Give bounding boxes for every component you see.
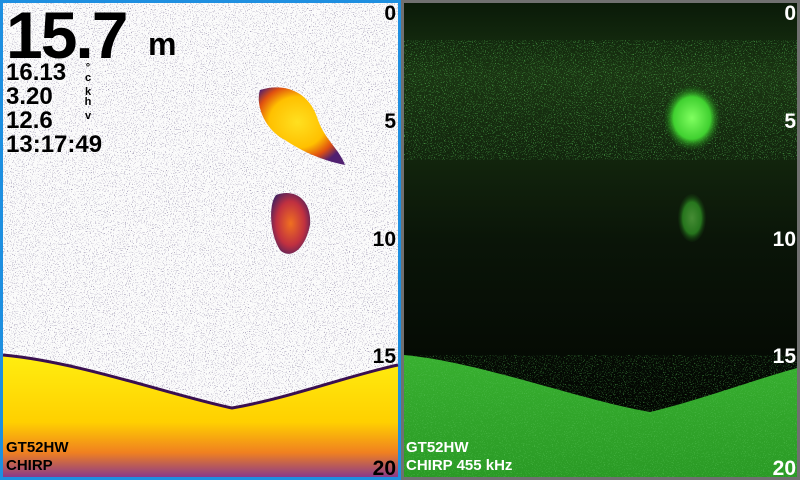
readout-unit: v: [82, 110, 94, 122]
depth-scale-label: 5: [384, 110, 396, 133]
left-bottom-echo: [3, 355, 398, 477]
depth-scale-label: 20: [772, 457, 796, 480]
readout-value: 12.6: [6, 107, 53, 134]
unit-line: k: [84, 86, 92, 98]
fish-echo: [678, 194, 706, 242]
depth-unit: m: [148, 26, 177, 62]
depth-scale-label: 10: [372, 228, 396, 251]
fish-echo: [258, 87, 345, 165]
readout-unit: ° c: [82, 62, 94, 84]
fish-echo: [664, 86, 720, 150]
depth-scale-label: 0: [784, 2, 796, 25]
readout-value: 3.20: [6, 83, 53, 110]
unit-line: °: [85, 62, 91, 74]
right-footer: GT52HW CHIRP 455 kHz: [406, 439, 512, 475]
unit-line: h: [84, 96, 92, 108]
depth-scale-label: 20: [372, 457, 396, 480]
readout-value: 13:17:49: [6, 131, 103, 158]
depth-scale-label: 0: [384, 2, 396, 25]
unit-line: v: [84, 110, 92, 122]
right-bottom-noise: [404, 355, 797, 477]
footer-line: GT52HW: [6, 439, 69, 456]
footer-line: CHIRP 455 kHz: [406, 457, 513, 474]
depth-scale-label: 10: [772, 228, 796, 251]
depth-value: 15.7: [6, 0, 128, 72]
left-bottom-edge: [2, 353, 399, 410]
unit-line: c: [84, 72, 92, 84]
depth-scale-label: 5: [784, 110, 796, 133]
depth-scale-label: 15: [772, 345, 796, 368]
depth-scale-label: 15: [372, 345, 396, 368]
readout-value: 16.13: [6, 59, 67, 86]
footer-line: GT52HW: [406, 439, 469, 456]
fish-echo: [271, 193, 311, 254]
footer-line: CHIRP: [6, 457, 53, 474]
right-noise: [404, 40, 797, 160]
left-footer: GT52HW CHIRP: [6, 439, 69, 475]
